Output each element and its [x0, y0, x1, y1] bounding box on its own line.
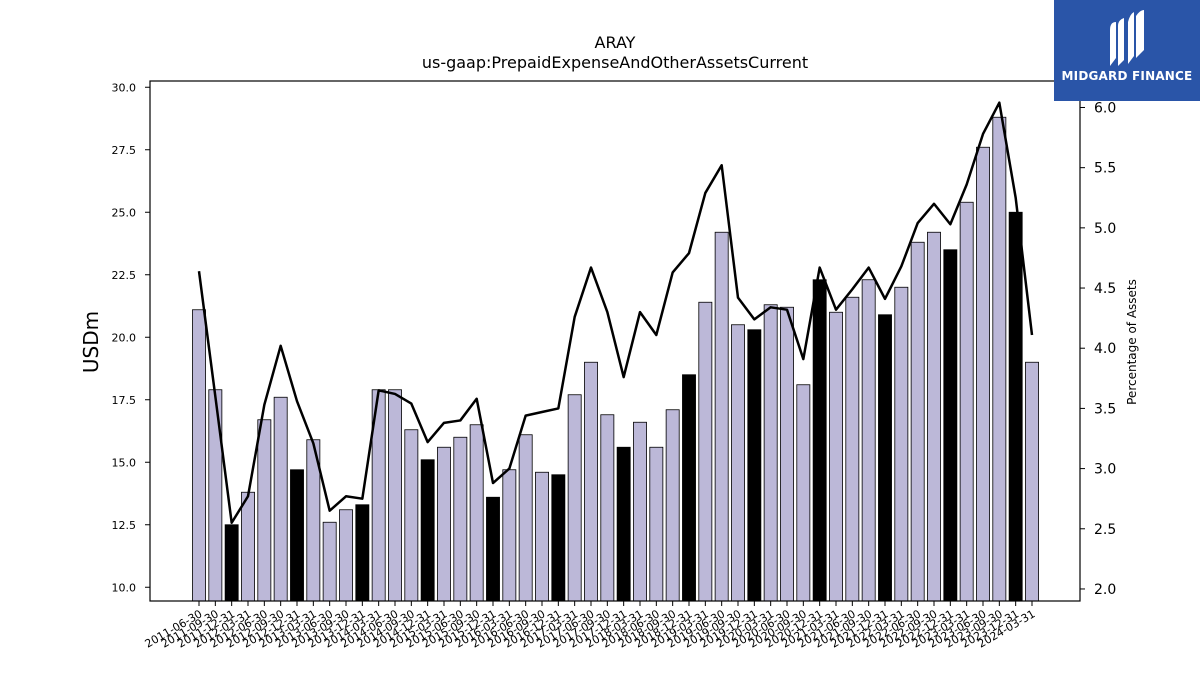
bar-2022-03-31 — [894, 286, 909, 602]
y-tick-label: 27.5 — [112, 144, 137, 157]
bar-2023-03-31 — [959, 201, 974, 602]
bar-2020-09-30 — [796, 384, 811, 602]
bar-2022-09-30 — [927, 231, 941, 602]
brand-logo: MIDGARD FINANCE — [1054, 0, 1200, 101]
y2-tick-label: 3.0 — [1094, 462, 1116, 478]
y-tick-label: 10.0 — [112, 581, 137, 594]
bar-2018-09-30 — [665, 409, 680, 602]
bar-2021-06-30 — [845, 296, 860, 602]
y2-tick-label: 2.5 — [1094, 522, 1116, 538]
y-axis-label: USDm — [79, 311, 103, 373]
bar-2023-12-31 — [1008, 211, 1023, 602]
y2-tick-label: 4.5 — [1094, 281, 1116, 297]
y-tick-label: 25.0 — [112, 206, 137, 219]
bar-2011-09-30 — [208, 389, 223, 602]
y-tick-label: 20.0 — [112, 331, 137, 344]
bar-2015-09-30 — [469, 424, 484, 602]
y2-tick-label: 5.5 — [1094, 161, 1116, 177]
bar-2015-03-31 — [437, 446, 451, 602]
bar-2020-06-30 — [780, 306, 794, 602]
y-tick-label: 17.5 — [112, 394, 137, 407]
bars-layer — [192, 116, 1039, 602]
bar-2016-03-31 — [502, 469, 517, 602]
bar-2023-09-30 — [992, 116, 1007, 602]
bar-2022-06-30 — [910, 241, 925, 602]
bar-2015-06-30 — [453, 436, 468, 602]
bar-2018-03-31 — [633, 421, 647, 602]
y-tick-label: 22.5 — [112, 269, 137, 282]
bar-2019-12-31 — [747, 329, 762, 602]
bar-2012-06-30 — [257, 419, 272, 602]
bar-2021-09-30 — [861, 279, 876, 602]
y-tick-label: 30.0 — [112, 81, 137, 94]
bar-2012-12-31 — [290, 469, 304, 602]
bar-2016-12-31 — [551, 474, 566, 602]
bar-2017-03-31 — [567, 394, 582, 602]
percentage-line — [197, 101, 1034, 525]
bar-2017-12-31 — [616, 446, 631, 602]
bar-2014-09-30 — [404, 429, 419, 602]
bar-2017-06-30 — [584, 361, 598, 602]
y2-axis-label: Percentage of Assets — [1125, 279, 1139, 405]
bar-2023-06-30 — [976, 146, 990, 602]
bar-2013-06-30 — [322, 521, 337, 602]
bar-2014-12-31 — [420, 459, 435, 602]
bar-2011-06-30 — [192, 309, 206, 602]
bar-2019-06-30 — [714, 231, 729, 602]
bar-2016-06-30 — [518, 434, 533, 602]
bar-2013-09-30 — [339, 509, 353, 602]
bar-2020-12-31 — [812, 279, 827, 602]
logo-mark-icon — [1110, 10, 1144, 66]
axes-layer: 10.0 12.5 15.0 17.5 20.0 22.5 25.0 27.5 30.0 2.0 2… — [112, 80, 1116, 651]
y2-tick-label: 2.0 — [1094, 582, 1116, 598]
bar-2018-12-31 — [682, 374, 696, 602]
bar-2019-09-30 — [731, 324, 745, 602]
bar-2019-03-31 — [698, 301, 713, 602]
logo-text: MIDGARD FINANCE — [1061, 69, 1193, 83]
line-layer — [197, 101, 1034, 525]
bar-2013-12-31 — [355, 504, 370, 602]
chart-title: ARAY — [595, 33, 636, 52]
y-tick-label: 12.5 — [112, 519, 137, 532]
plot-frame — [149, 80, 1081, 602]
bar-2021-12-31 — [878, 314, 892, 602]
y2-tick-label: 3.5 — [1094, 401, 1116, 417]
bar-2016-09-30 — [535, 471, 549, 602]
bar-2011-12-31 — [224, 524, 239, 602]
bar-2012-03-31 — [241, 491, 255, 602]
y2-tick-label: 6.0 — [1094, 100, 1116, 116]
y-tick-label: 15.0 — [112, 456, 137, 469]
bar-2017-09-30 — [600, 414, 615, 602]
bar-2024-03-31 — [1025, 361, 1039, 602]
bar-2020-03-31 — [763, 304, 778, 602]
y2-tick-label: 5.0 — [1094, 221, 1116, 237]
bar-2015-12-31 — [486, 496, 500, 602]
bar-2022-12-31 — [943, 249, 958, 602]
bar-2012-09-30 — [273, 396, 288, 602]
bar-2021-03-31 — [829, 311, 843, 602]
bar-2014-06-30 — [388, 389, 402, 602]
chart-subtitle: us-gaap:PrepaidExpenseAndOtherAssetsCurr… — [422, 53, 808, 72]
y2-tick-label: 4.0 — [1094, 341, 1116, 357]
bar-2018-06-30 — [649, 446, 664, 602]
